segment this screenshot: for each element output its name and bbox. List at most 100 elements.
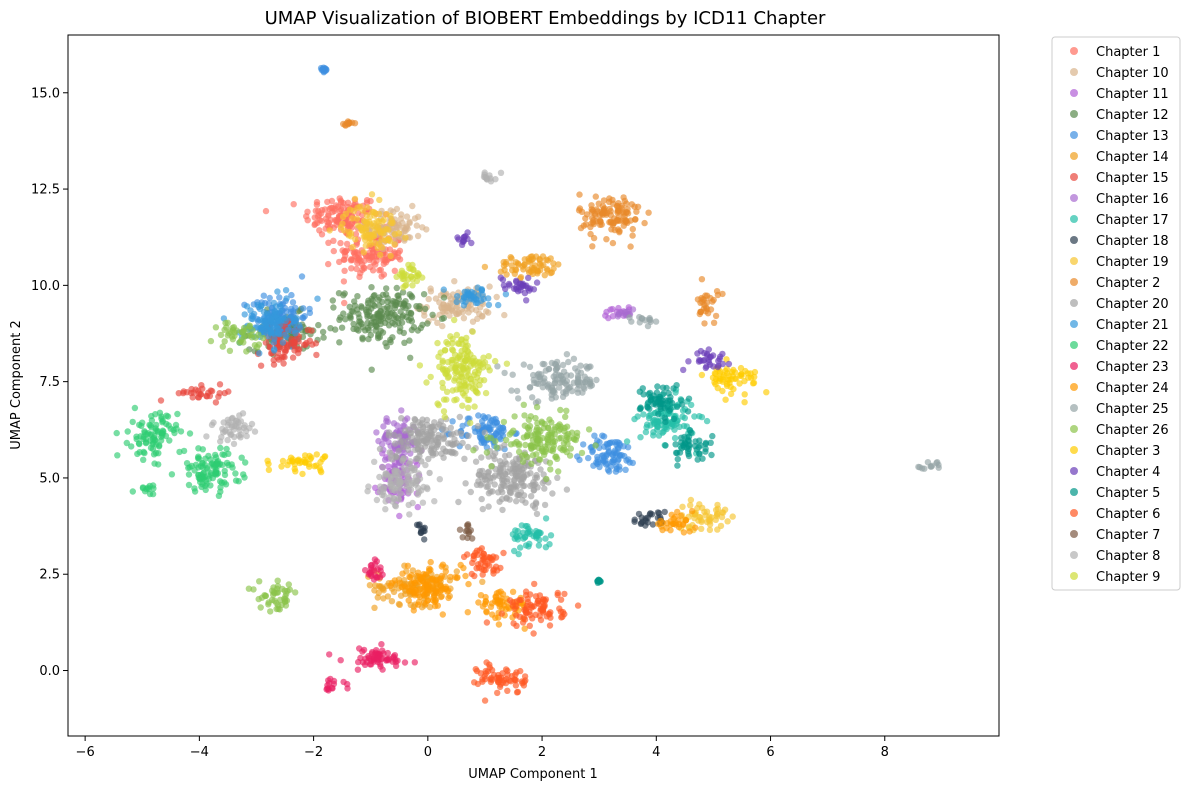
- scatter-point: [488, 556, 495, 563]
- scatter-point: [585, 454, 592, 462]
- legend-item: Chapter 15: [1070, 171, 1169, 186]
- scatter-point: [303, 339, 310, 347]
- scatter-point: [646, 511, 654, 518]
- scatter-point: [478, 286, 485, 293]
- scatter-point: [314, 295, 321, 302]
- legend-marker: [1070, 467, 1078, 475]
- scatter-point: [542, 535, 549, 542]
- scatter-point: [515, 550, 522, 558]
- scatter-point: [677, 512, 685, 519]
- scatter-point: [395, 319, 402, 326]
- scatter-point: [521, 256, 528, 263]
- scatter-point: [562, 413, 569, 420]
- scatter-point: [687, 429, 695, 436]
- scatter-point: [185, 481, 193, 489]
- scatter-point: [256, 350, 263, 357]
- scatter-point: [336, 258, 343, 266]
- scatter-point: [585, 426, 593, 433]
- legend-marker: [1070, 425, 1078, 433]
- scatter-point: [471, 572, 478, 580]
- scatter-point: [279, 339, 287, 346]
- scatter-point: [407, 354, 414, 361]
- legend-label: Chapter 24: [1096, 381, 1169, 396]
- scatter-point: [483, 609, 490, 616]
- scatter-point: [636, 313, 643, 321]
- scatter-point: [451, 351, 459, 358]
- x-tick-label: 2: [538, 745, 546, 760]
- scatter-point: [508, 255, 515, 262]
- scatter-point: [248, 420, 256, 428]
- scatter-point: [722, 396, 729, 403]
- scatter-point: [304, 217, 311, 224]
- scatter-point: [416, 586, 424, 593]
- scatter-point: [471, 403, 478, 410]
- legend-item: Chapter 9: [1070, 570, 1160, 585]
- scatter-point: [267, 608, 274, 615]
- scatter-point: [391, 231, 399, 238]
- scatter-point: [411, 659, 418, 666]
- scatter-point: [354, 666, 362, 673]
- scatter-point: [674, 462, 681, 469]
- scatter-point: [474, 422, 482, 430]
- scatter-point: [482, 566, 489, 574]
- scatter-point: [679, 413, 686, 420]
- scatter-point: [574, 368, 581, 375]
- scatter-point: [709, 298, 716, 305]
- scatter-point: [354, 293, 361, 300]
- scatter-point: [392, 656, 399, 663]
- scatter-point: [716, 355, 723, 363]
- scatter-point: [663, 520, 671, 527]
- scatter-point: [666, 407, 673, 414]
- scatter-point: [124, 428, 131, 435]
- scatter-point: [565, 358, 572, 366]
- scatter-point: [465, 404, 472, 411]
- scatter-point: [265, 300, 272, 307]
- y-tick-label: 7.5: [39, 375, 60, 390]
- scatter-point: [438, 450, 445, 457]
- scatter-point: [570, 355, 578, 362]
- scatter-point: [457, 430, 465, 437]
- scatter-point: [260, 308, 268, 316]
- scatter-point: [192, 461, 200, 468]
- legend-item: Chapter 13: [1070, 129, 1169, 144]
- series-chapter-19: [326, 191, 736, 534]
- scatter-point: [386, 246, 394, 253]
- scatter-point: [521, 616, 529, 623]
- scatter-point: [507, 489, 515, 497]
- scatter-point: [534, 597, 542, 604]
- scatter-point: [642, 428, 650, 436]
- scatter-point: [139, 485, 147, 492]
- scatter-point: [304, 326, 312, 334]
- scatter-point: [483, 619, 491, 626]
- scatter-point: [241, 311, 248, 318]
- scatter-point: [168, 471, 176, 478]
- scatter-point: [231, 422, 238, 430]
- scatter-point: [522, 677, 529, 684]
- x-axis-label: UMAP Component 1: [468, 767, 597, 782]
- legend-label: Chapter 11: [1096, 87, 1169, 102]
- scatter-point: [481, 169, 488, 176]
- x-axis-ticks: −6 −4 −2 0 2 4 6 8: [76, 736, 889, 760]
- series-chapter-6: [460, 545, 582, 704]
- scatter-point: [452, 574, 459, 581]
- scatter-point: [535, 542, 543, 549]
- series-chapter-9: [393, 261, 511, 427]
- scatter-point: [578, 449, 586, 457]
- scatter-point: [337, 657, 344, 664]
- scatter-point: [584, 365, 591, 372]
- scatter-point: [376, 302, 383, 309]
- scatter-point: [435, 353, 442, 360]
- scatter-point: [409, 421, 417, 429]
- scatter-point: [672, 441, 679, 448]
- scatter-point: [187, 389, 195, 397]
- scatter-point: [406, 218, 413, 225]
- scatter-point: [686, 441, 693, 449]
- scatter-point: [703, 417, 711, 425]
- legend-marker: [1070, 278, 1078, 286]
- scatter-point: [520, 529, 527, 536]
- legend-label: Chapter 15: [1096, 171, 1169, 186]
- scatter-point: [464, 354, 471, 361]
- scatter-point: [696, 413, 703, 420]
- scatter-point: [367, 263, 374, 271]
- scatter-point: [195, 445, 202, 452]
